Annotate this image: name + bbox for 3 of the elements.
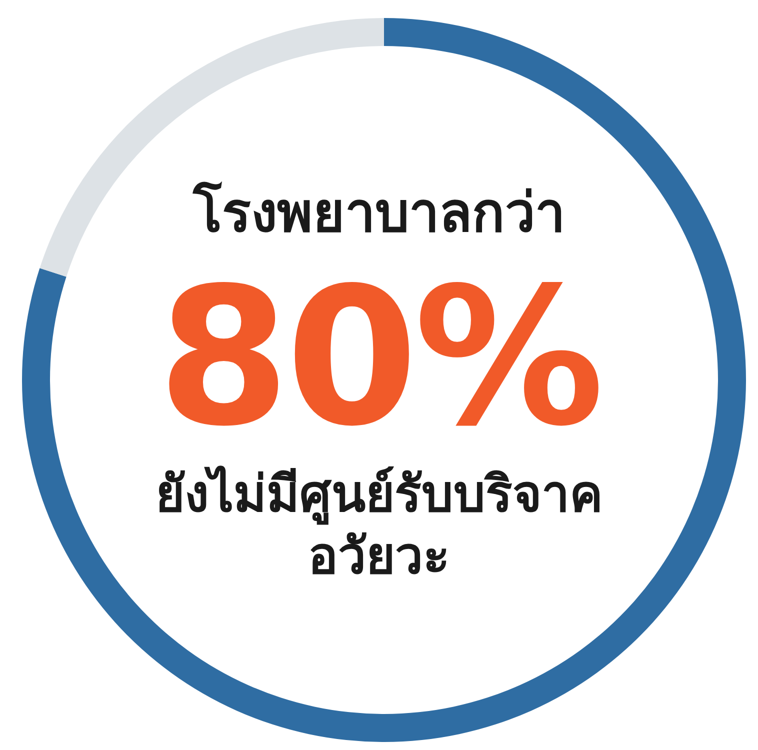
text: ยังไม่มีศูนย์รับบริจาคอวัยวะ	[154, 464, 604, 587]
text: โรงพยาบาลกว่า	[193, 181, 565, 244]
donut-slice	[22, 18, 746, 742]
